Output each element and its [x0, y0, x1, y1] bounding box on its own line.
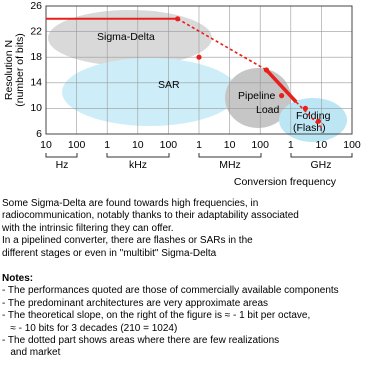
trend-line — [177, 18, 267, 71]
data-point — [196, 54, 202, 60]
x-axis-label: Conversion frequency — [234, 176, 337, 188]
x-tick-label: 10 — [224, 139, 236, 151]
note: and market — [2, 347, 61, 359]
note: - The theoretical slope, on the right of… — [2, 310, 311, 322]
unit-label: kHz — [129, 159, 147, 171]
unit-label: MHz — [219, 159, 241, 171]
y-tick-label: 14 — [30, 77, 42, 89]
plot-frame — [45, 5, 353, 135]
note: - The performances quoted are those of c… — [2, 285, 339, 297]
region-label: Load — [256, 104, 280, 116]
region-label: Sigma-Delta — [97, 31, 155, 43]
region-label: (Flash) — [293, 122, 326, 134]
bracket — [198, 153, 262, 158]
data-point — [278, 93, 285, 99]
note: ≈ - 10 bits for 3 decades (210 = 1024) — [2, 322, 178, 334]
y-tick-label: 10 — [30, 102, 42, 114]
note: - The dotted part shows areas where ther… — [2, 335, 280, 347]
unit-brackets — [45, 153, 353, 158]
y-tick-label: 22 — [30, 25, 42, 37]
text-line: In a pipelined converter, there are flas… — [2, 235, 253, 247]
unit-label: Hz — [56, 159, 69, 171]
y-tick-label: 26 — [30, 0, 42, 12]
bracket — [290, 153, 353, 158]
region-label: Folding — [296, 110, 331, 122]
x-tick-label: 100 — [251, 139, 269, 151]
y-tick-label: 6 — [36, 128, 42, 140]
notes-title: Notes: — [2, 273, 34, 285]
data-point — [315, 118, 322, 124]
y-tick-label: 18 — [30, 51, 42, 63]
text-line: with the intrinsic filtering they can of… — [2, 222, 174, 234]
unit-label: GHz — [311, 159, 332, 171]
x-tick-label: 100 — [68, 139, 86, 151]
x-tick-label: 1 — [288, 139, 294, 151]
x-tick-label: 1 — [104, 139, 110, 151]
y-axis-label: Resolution N — [3, 40, 15, 100]
data-point — [302, 105, 308, 111]
text-line: Some Sigma-Delta are found towards high … — [2, 198, 259, 209]
y-axis-label: (number of bits) — [14, 33, 26, 107]
data-point — [175, 16, 181, 22]
x-tick-label: 100 — [160, 139, 178, 151]
x-tick-label: 10 — [316, 139, 328, 151]
chart: Sigma-Delta SAR Pipeline Load Folding (F… — [3, 0, 361, 188]
trend-line — [265, 68, 298, 104]
text-line: different stages or even in "multibit" S… — [2, 247, 217, 259]
bracket — [45, 153, 78, 158]
data-point — [263, 67, 270, 73]
x-tick-label: 10 — [132, 139, 144, 151]
region-label: Pipeline — [238, 90, 276, 102]
bracket — [106, 153, 170, 158]
x-tick-label: 10 — [40, 139, 52, 151]
sar-region — [62, 58, 238, 126]
region-label: SAR — [158, 79, 180, 91]
x-tick-label: 1 — [196, 139, 202, 151]
note: - The predominant architectures are very… — [2, 297, 269, 309]
document: Some Sigma-Delta are found towards high … — [2, 198, 388, 360]
text-line: radiocommunication, notably thanks to th… — [2, 210, 299, 222]
sigma-delta-region — [48, 10, 212, 66]
x-tick-label: 100 — [343, 139, 361, 151]
